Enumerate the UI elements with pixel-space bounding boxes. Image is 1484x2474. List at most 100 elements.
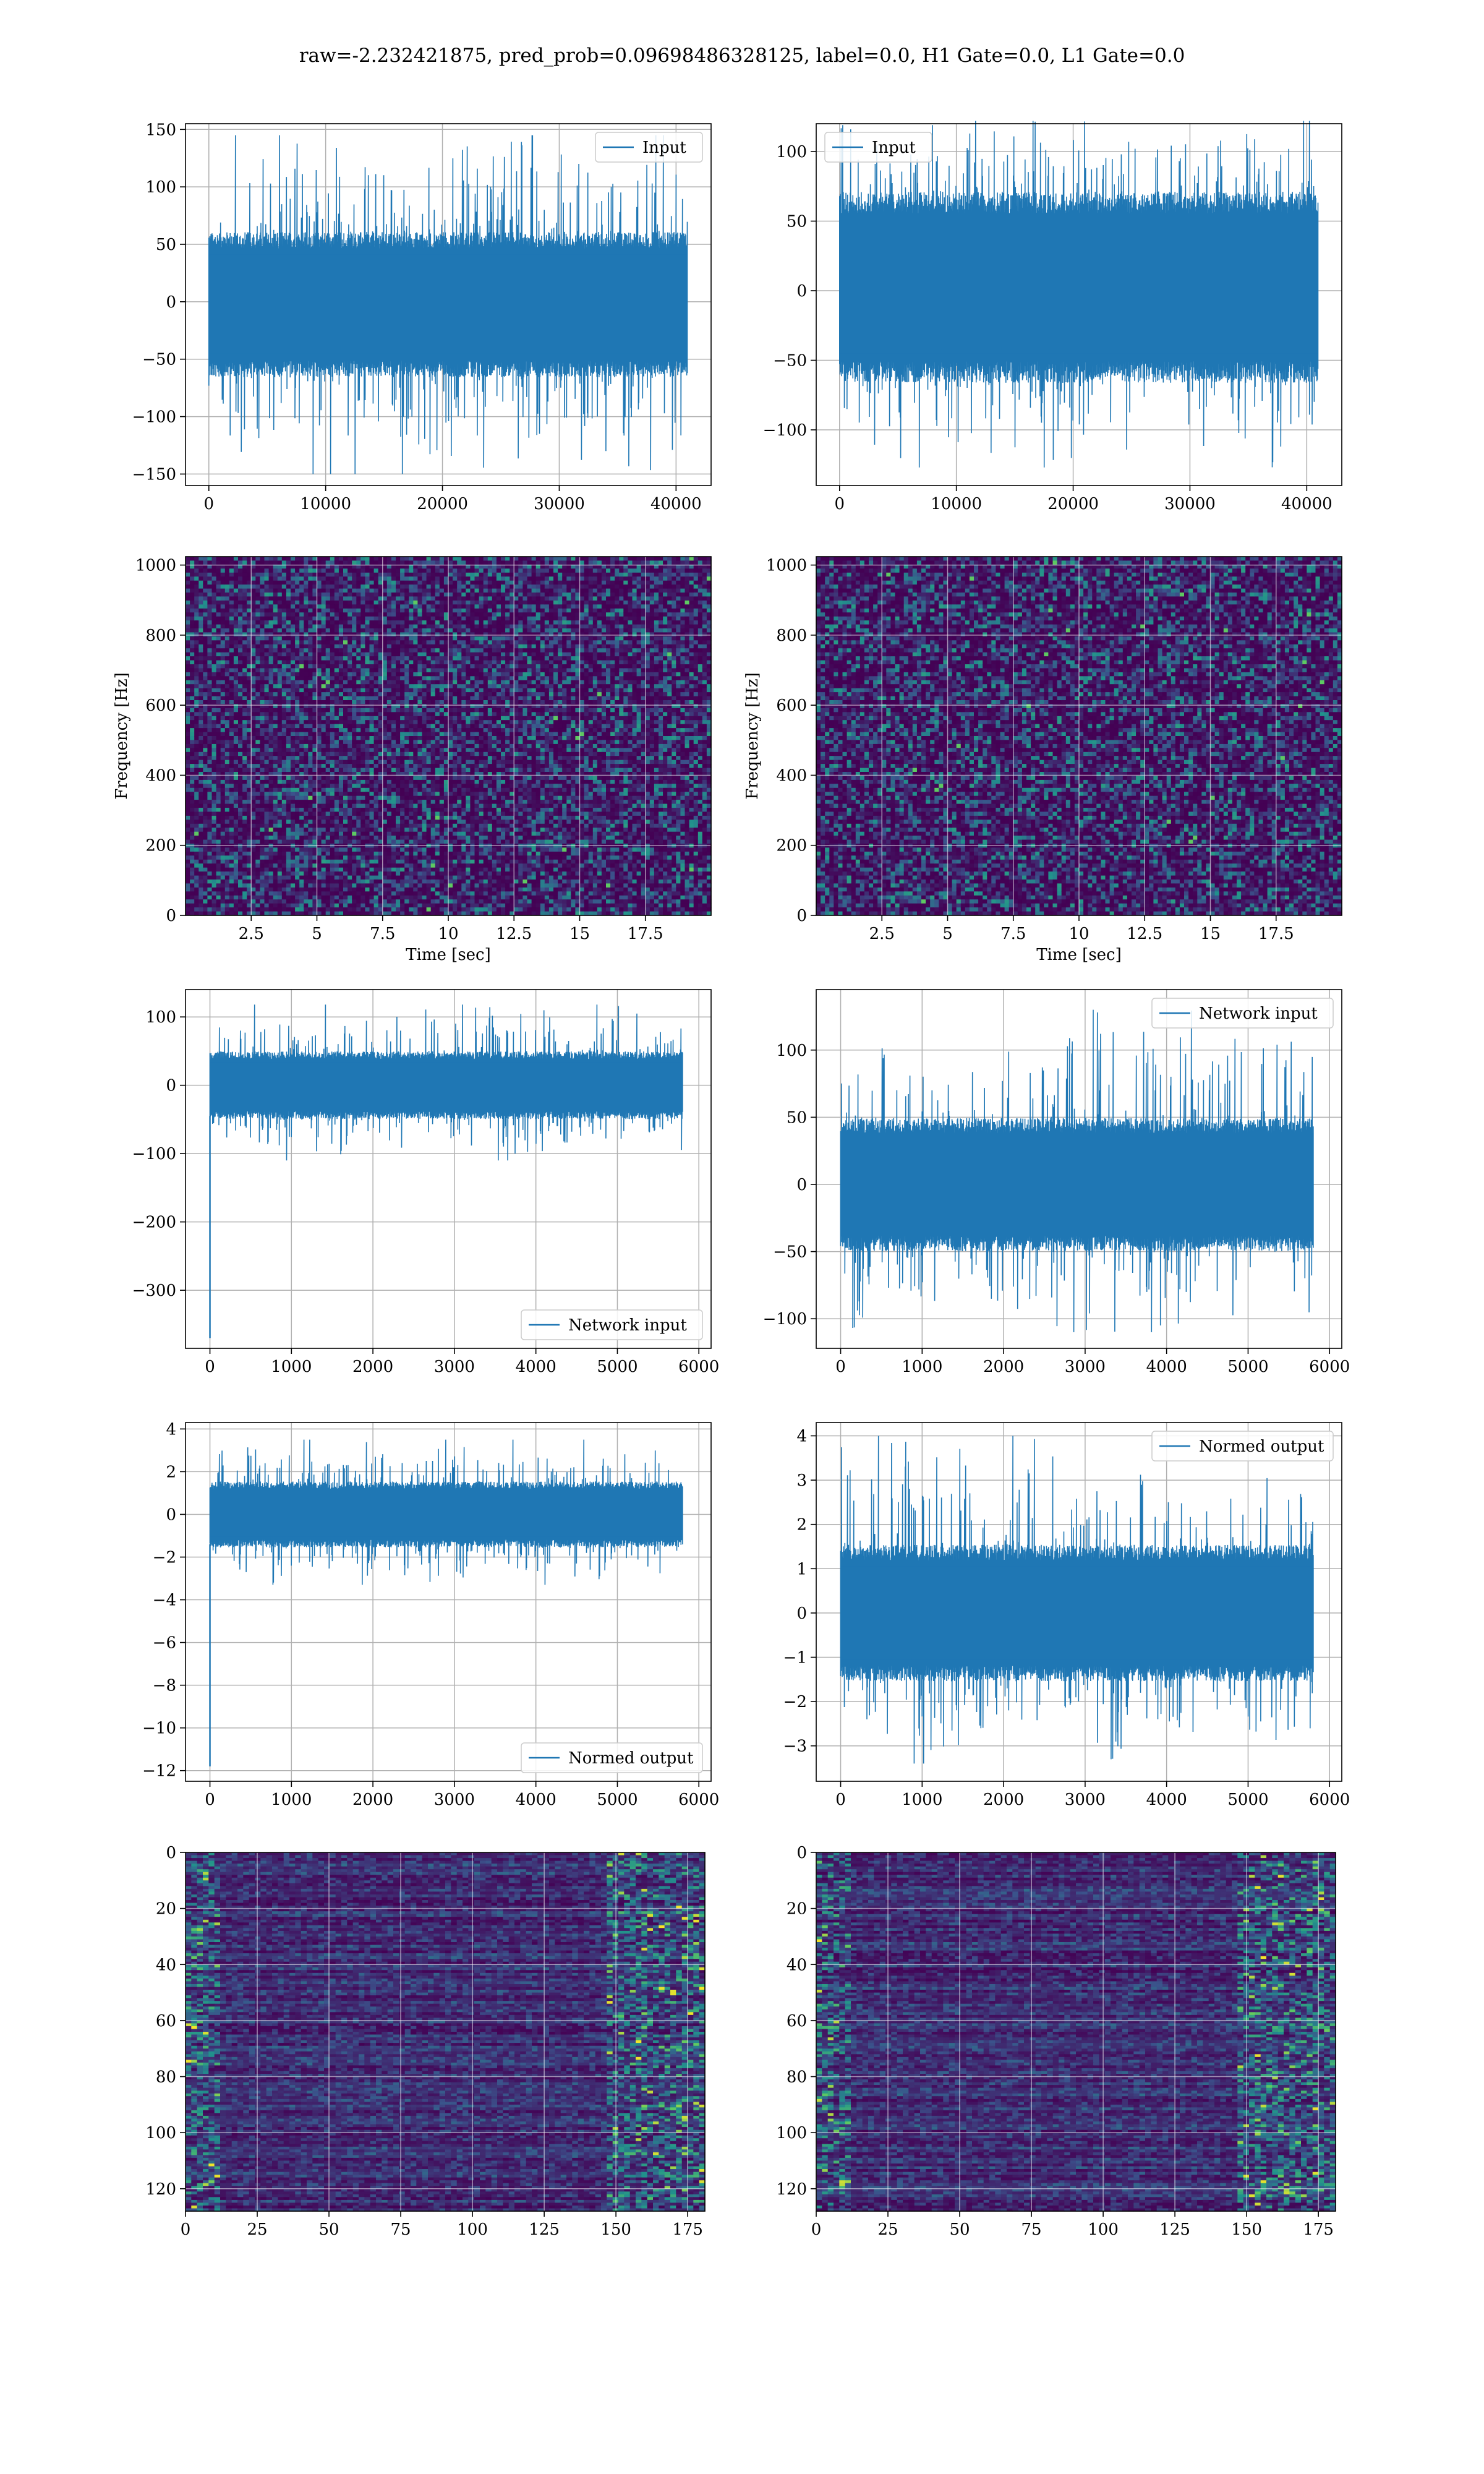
heatmap-cell — [422, 700, 427, 704]
heatmap-cell — [378, 628, 383, 633]
heatmap-cell — [216, 828, 221, 833]
heatmap-cell — [317, 895, 322, 900]
heatmap-cell — [229, 664, 234, 669]
heatmap-cell — [400, 859, 405, 864]
heatmap-cell — [186, 784, 190, 789]
heatmap-cell — [373, 636, 379, 641]
heatmap-cell — [409, 660, 414, 665]
heatmap-cell — [321, 863, 326, 868]
heatmap-cell — [211, 640, 217, 645]
heatmap-cell — [365, 815, 370, 820]
heatmap-cell — [281, 820, 287, 824]
heatmap-cell — [238, 568, 243, 573]
heatmap-cell — [268, 660, 274, 665]
heatmap-cell — [190, 907, 195, 912]
heatmap-cell — [343, 580, 348, 585]
heatmap-cell — [404, 883, 409, 888]
heatmap-cell — [312, 795, 318, 800]
heatmap-cell — [317, 847, 322, 852]
heatmap-cell — [325, 696, 331, 701]
heatmap-cell — [216, 756, 221, 761]
heatmap-cell — [198, 684, 203, 689]
heatmap-cell — [422, 640, 427, 645]
heatmap-cell — [268, 576, 274, 581]
heatmap-cell — [321, 664, 326, 669]
heatmap-cell — [295, 772, 300, 776]
heatmap-cell — [264, 911, 270, 916]
heatmap-cell — [277, 572, 283, 577]
heatmap-cell — [242, 776, 247, 781]
heatmap-cell — [356, 907, 361, 912]
heatmap-cell — [194, 776, 199, 781]
heatmap-cell — [198, 672, 203, 677]
heatmap-cell — [365, 696, 370, 701]
heatmap-cell — [291, 676, 296, 681]
heatmap-cell — [251, 811, 256, 816]
heatmap-cell — [334, 875, 339, 880]
heatmap-cell — [207, 716, 213, 721]
heatmap-cell — [229, 836, 234, 841]
heatmap-cell — [299, 784, 304, 789]
heatmap-cell — [325, 704, 331, 709]
heatmap-cell — [255, 756, 260, 761]
heatmap-cell — [255, 557, 260, 561]
heatmap-cell — [352, 648, 357, 653]
heatmap-cell — [194, 568, 199, 573]
heatmap-cell — [238, 875, 243, 880]
heatmap-cell — [233, 560, 239, 565]
heatmap-cell — [281, 708, 287, 713]
heatmap-cell — [238, 887, 243, 892]
heatmap-cell — [233, 751, 239, 756]
heatmap-cell — [343, 732, 348, 737]
heatmap-cell — [417, 871, 423, 876]
heatmap-cell — [260, 787, 265, 792]
heatmap-cell — [281, 847, 287, 852]
heatmap-cell — [338, 557, 344, 561]
heatmap-cell — [291, 831, 296, 836]
heatmap-cell — [417, 823, 423, 828]
heatmap-cell — [186, 564, 190, 569]
heatmap-cell — [198, 600, 203, 605]
heatmap-cell — [356, 808, 361, 812]
heatmap-cell — [247, 895, 252, 900]
heatmap-cell — [413, 732, 418, 737]
heatmap-cell — [198, 628, 203, 633]
heatmap-cell — [190, 899, 195, 904]
heatmap-cell — [207, 576, 213, 581]
heatmap-cell — [203, 700, 208, 704]
heatmap-cell — [264, 604, 270, 609]
heatmap-cell — [247, 776, 252, 781]
heatmap-cell — [404, 664, 409, 669]
heatmap-cell — [281, 616, 287, 621]
heatmap-cell — [247, 760, 252, 764]
heatmap-cell — [417, 557, 423, 561]
y-tick-label: 100 — [145, 178, 176, 197]
heatmap-cell — [211, 768, 217, 773]
heatmap-cell — [413, 795, 418, 800]
heatmap-cell — [391, 656, 396, 661]
heatmap-cell — [273, 612, 278, 617]
heatmap-cell — [220, 907, 226, 912]
heatmap-cell — [321, 600, 326, 605]
heatmap-cell — [352, 700, 357, 704]
heatmap-cell — [360, 557, 365, 561]
heatmap-cell — [229, 692, 234, 697]
heatmap-cell — [207, 795, 213, 800]
heatmap-cell — [216, 596, 221, 601]
heatmap-cell — [330, 751, 335, 756]
heatmap-cell — [378, 903, 383, 908]
heatmap-cell — [369, 708, 375, 713]
heatmap-cell — [291, 823, 296, 828]
heatmap-cell — [386, 751, 392, 756]
heatmap-cell — [220, 624, 226, 629]
heatmap-cell — [343, 823, 348, 828]
heatmap-cell — [291, 568, 296, 573]
heatmap-cell — [211, 724, 217, 729]
heatmap-cell — [312, 820, 318, 824]
heatmap-cell — [343, 907, 348, 912]
heatmap-cell — [400, 880, 405, 884]
heatmap-cell — [382, 756, 388, 761]
heatmap-cell — [373, 779, 379, 784]
heatmap-cell — [194, 823, 199, 828]
heatmap-cell — [400, 628, 405, 633]
